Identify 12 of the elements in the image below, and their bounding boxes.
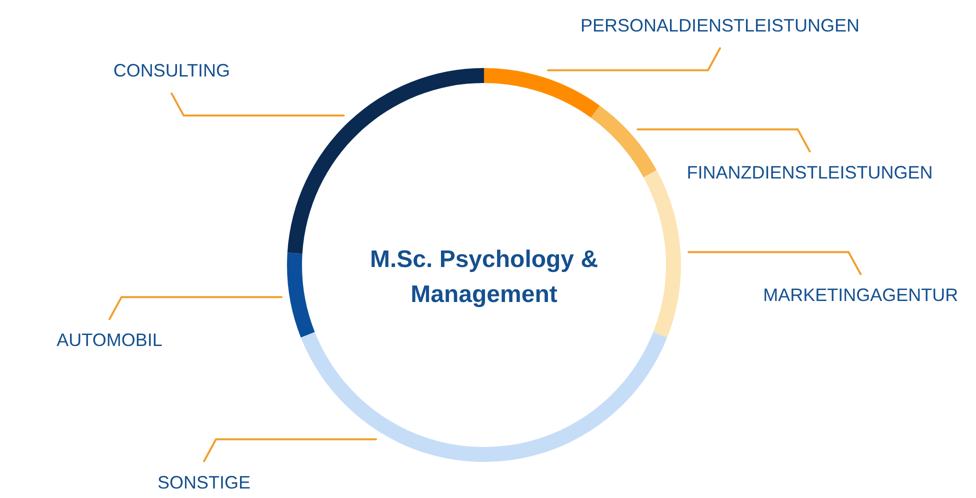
slice-label: MARKETINGAGENTUR: [763, 285, 958, 306]
slice-label: FINANZDIENSTLEISTUNGEN: [686, 162, 933, 182]
donut-slice: [300, 332, 668, 462]
donut-slice: [590, 106, 657, 178]
slice-label: CONSULTING: [113, 60, 230, 81]
text: M.Sc. Psychology & Management: [370, 246, 598, 308]
donut-slice: [484, 68, 600, 118]
slice-label: AUTOMOBIL: [56, 330, 162, 350]
donut-slice: [643, 170, 681, 338]
slice-label: PERSONALDIENSTLEISTUNGEN: [580, 15, 860, 36]
donut-slice: [287, 252, 315, 338]
slice-label: SONSTIGE: [158, 472, 251, 492]
